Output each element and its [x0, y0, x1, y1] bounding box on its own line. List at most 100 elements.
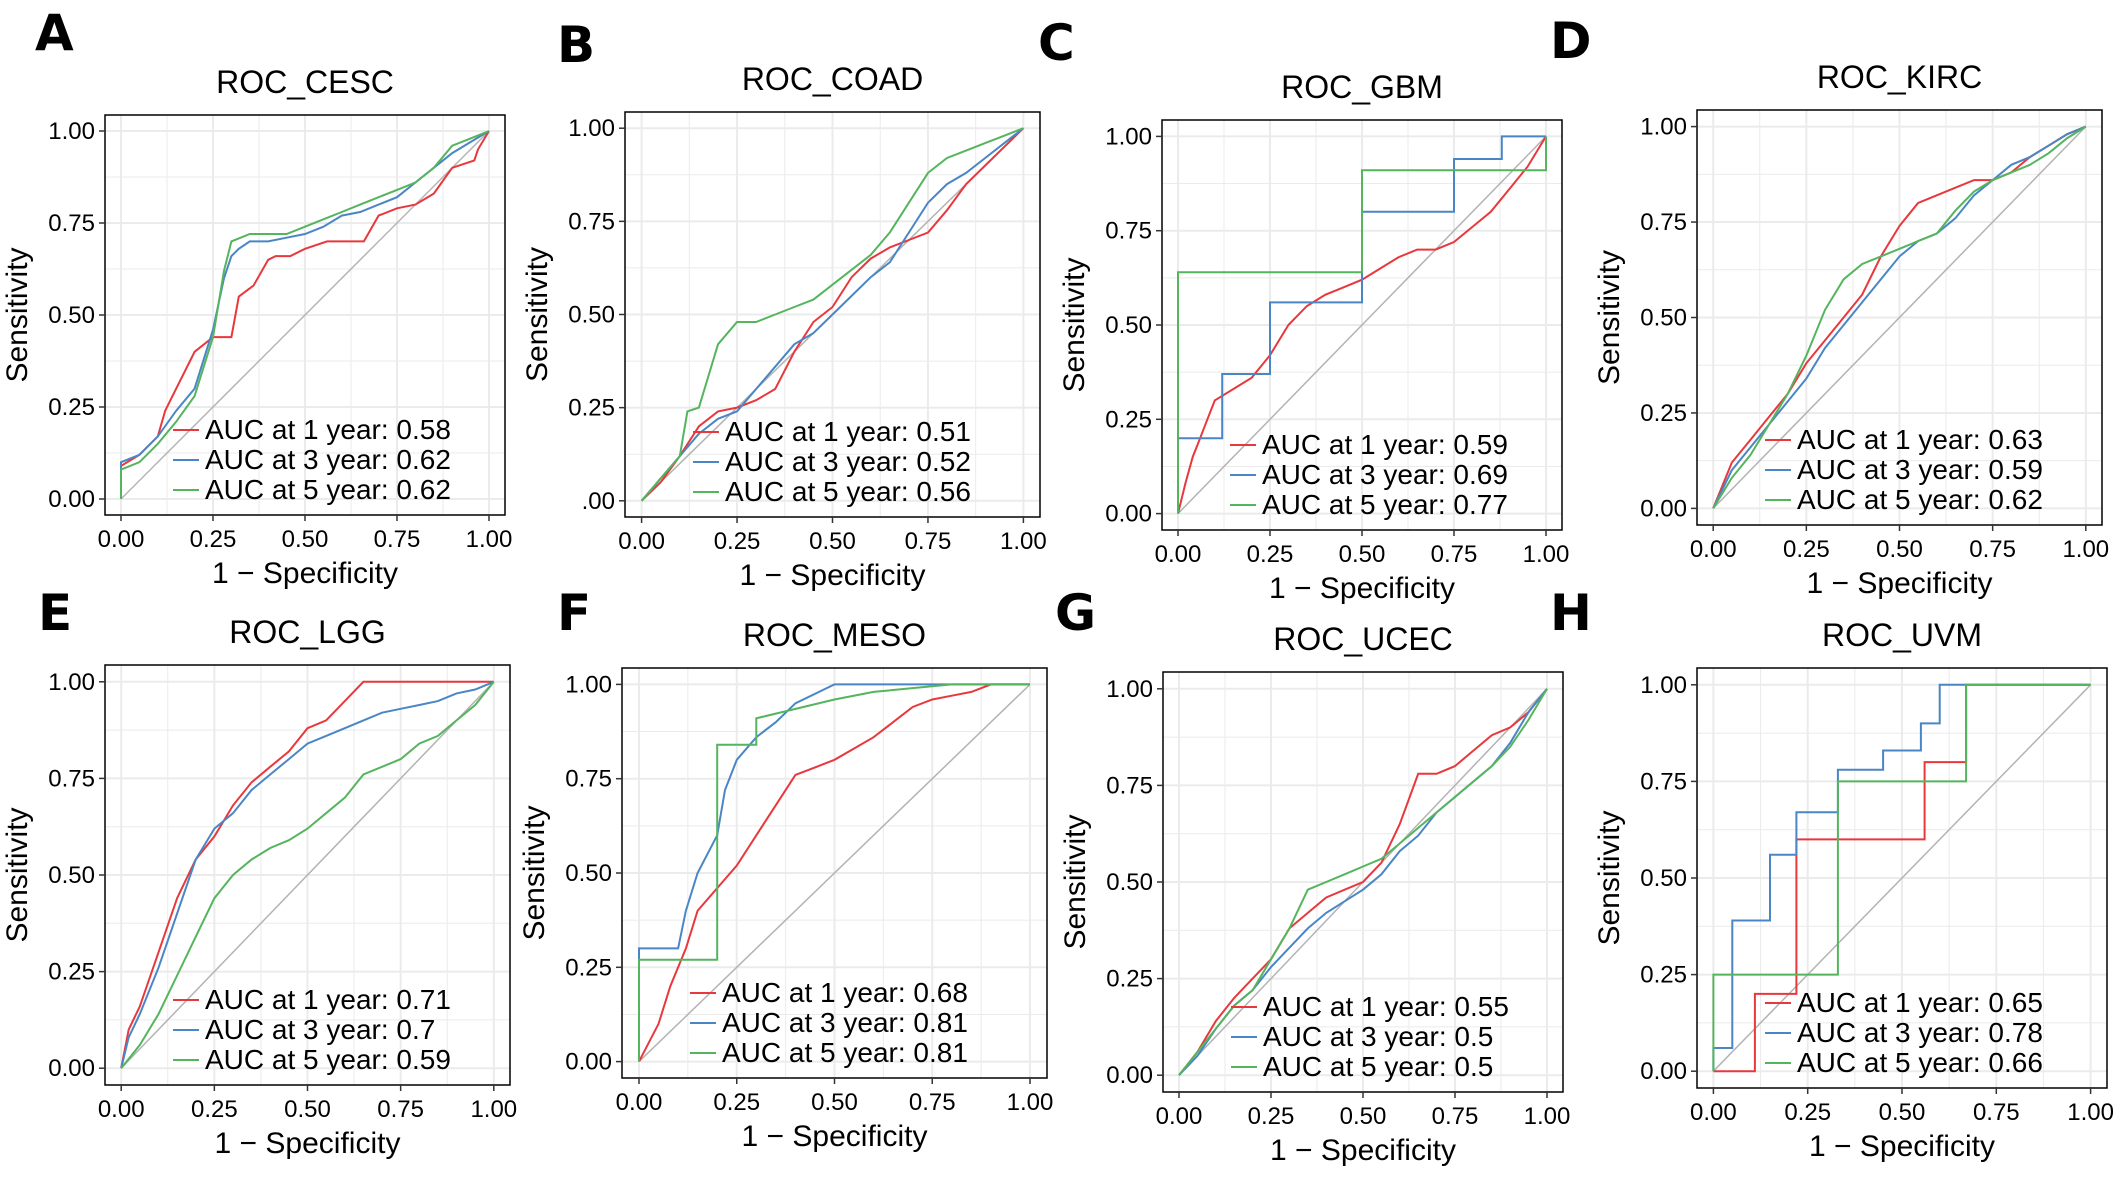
- x-tick-label: 0.25: [191, 1096, 238, 1123]
- x-axis-label: 1 − Specificity: [1809, 1130, 1995, 1163]
- legend-entry: AUC at 1 year: 0.51: [725, 416, 971, 447]
- y-tick-label: 0.50: [568, 302, 615, 329]
- chart-title: ROC_UCEC: [1273, 621, 1453, 657]
- x-tick-label: 0.25: [1247, 541, 1294, 568]
- x-tick-label: 1.00: [1524, 1103, 1571, 1130]
- chart-title: ROC_UVM: [1822, 617, 1982, 653]
- x-tick-label: 0.25: [190, 526, 237, 553]
- y-tick-label: 0.75: [568, 208, 615, 235]
- chart-title: ROC_GBM: [1281, 69, 1443, 105]
- y-tick-label: 0.25: [1640, 400, 1687, 427]
- y-tick-label: 1.00: [565, 671, 612, 698]
- y-tick-label: 0.50: [1106, 869, 1153, 896]
- grid: [1163, 672, 1563, 1092]
- panel-letter: D: [1550, 12, 1592, 70]
- y-tick-label: 0.25: [568, 395, 615, 422]
- y-axis-label: Sensitivity: [1059, 814, 1092, 949]
- y-tick-label: 0.25: [565, 954, 612, 981]
- legend-entry: AUC at 1 year: 0.68: [722, 977, 968, 1008]
- x-tick-label: 0.75: [374, 526, 421, 553]
- roc-panel-e: E ROC_LGG 0.00 0.25 0.50 0.75 1.00 0.00 0.25 0.50…: [1, 584, 517, 1160]
- x-axis-label: 1 − Specificity: [1270, 1134, 1456, 1167]
- x-tick-label: 0.50: [1339, 541, 1386, 568]
- y-tick-label: 0.75: [1640, 768, 1687, 795]
- x-tick-label: 0.00: [98, 526, 145, 553]
- reference-diagonal: [638, 683, 1031, 1063]
- roc-curve-1-year: [120, 130, 490, 499]
- x-tick-label: 0.75: [909, 1089, 956, 1116]
- legend-entry: AUC at 5 year: 0.62: [205, 474, 451, 505]
- legend-entry: AUC at 5 year: 0.59: [205, 1044, 451, 1075]
- x-tick-label: 0.50: [1876, 536, 1923, 563]
- y-tick-label: 0.75: [1106, 772, 1153, 799]
- roc-curve-5-year: [1712, 683, 2091, 1072]
- roc-curve-1-year: [640, 127, 1025, 502]
- roc-curve-1-year: [1178, 688, 1548, 1076]
- legend-entry: AUC at 1 year: 0.59: [1262, 429, 1508, 460]
- x-tick-label: 0.25: [714, 528, 761, 555]
- y-axis-label: Sensitivity: [1, 807, 34, 942]
- x-tick-label: 0.75: [905, 528, 952, 555]
- x-tick-label: 0.25: [1784, 1099, 1831, 1126]
- legend-entry: AUC at 5 year: 0.81: [722, 1037, 968, 1068]
- legend-entry: AUC at 1 year: 0.63: [1797, 424, 2043, 455]
- panel-letter: G: [1055, 584, 1096, 642]
- y-tick-label: 1.00: [48, 118, 95, 145]
- y-tick-label: 1.00: [48, 669, 95, 696]
- reference-diagonal: [1712, 126, 2087, 509]
- x-tick-label: 1.00: [1523, 541, 1570, 568]
- panel-letter: H: [1550, 584, 1592, 642]
- legend-entry: AUC at 3 year: 0.62: [205, 444, 451, 475]
- y-tick-label: 0.25: [48, 394, 95, 421]
- legend-entry: AUC at 3 year: 0.69: [1262, 459, 1508, 490]
- legend-entry: AUC at 5 year: 0.66: [1797, 1047, 2043, 1078]
- y-tick-label: 1.00: [568, 115, 615, 142]
- y-tick-label: 0.00: [1640, 495, 1687, 522]
- x-axis-label: 1 − Specificity: [740, 559, 926, 592]
- x-tick-label: 0.50: [811, 1089, 858, 1116]
- roc-curve-5-year: [120, 681, 495, 1069]
- y-tick-label: 0.00: [1106, 1062, 1153, 1089]
- y-tick-label: 0.00: [1105, 501, 1152, 528]
- chart-title: ROC_MESO: [743, 617, 926, 653]
- x-tick-label: 0.75: [1431, 541, 1478, 568]
- x-tick-label: 0.00: [1690, 536, 1737, 563]
- x-tick-label: 0.50: [1879, 1099, 1926, 1126]
- y-axis-label: Sensitivity: [1593, 810, 1626, 945]
- legend-entry: AUC at 1 year: 0.65: [1797, 987, 2043, 1018]
- x-tick-label: 0.00: [98, 1096, 145, 1123]
- roc-panel-b: B ROC_COAD 0.00 0.25 0.50 0.75 1.00 .00 0.25 0.50…: [521, 16, 1047, 592]
- x-tick-label: 1.00: [470, 1096, 517, 1123]
- chart-title: ROC_CESC: [216, 64, 394, 100]
- legend-entry: AUC at 5 year: 0.5: [1263, 1051, 1493, 1082]
- x-tick-label: 0.75: [1432, 1103, 1479, 1130]
- roc-curve-5-year: [120, 130, 490, 499]
- legend-entry: AUC at 3 year: 0.59: [1797, 454, 2043, 485]
- roc-curve-1-year: [1177, 135, 1547, 514]
- roc-curve-5-year: [1712, 125, 2087, 509]
- panel-letter: B: [557, 16, 595, 74]
- y-tick-label: 0.25: [1105, 406, 1152, 433]
- y-axis-label: Sensitivity: [518, 805, 551, 940]
- x-tick-label: 0.00: [618, 528, 665, 555]
- y-tick-label: 1.00: [1640, 114, 1687, 141]
- roc-curve-3-year: [640, 127, 1025, 502]
- x-tick-label: 0.75: [377, 1096, 424, 1123]
- chart-title: ROC_COAD: [742, 61, 923, 97]
- legend-entry: AUC at 5 year: 0.77: [1262, 489, 1508, 520]
- y-tick-label: 0.50: [1105, 312, 1152, 339]
- reference-diagonal: [1177, 135, 1547, 515]
- y-tick-label: 0.00: [48, 486, 95, 513]
- x-axis-label: 1 − Specificity: [742, 1120, 928, 1153]
- legend-entry: AUC at 1 year: 0.71: [205, 984, 451, 1015]
- roc-panel-c: C ROC_GBM 0.00 0.25 0.50 0.75 1.00 0.00 0.25 0.50…: [1038, 14, 1569, 605]
- legend-entry: AUC at 1 year: 0.55: [1263, 991, 1509, 1022]
- reference-diagonal: [1712, 684, 2092, 1072]
- x-tick-label: 0.50: [1340, 1103, 1387, 1130]
